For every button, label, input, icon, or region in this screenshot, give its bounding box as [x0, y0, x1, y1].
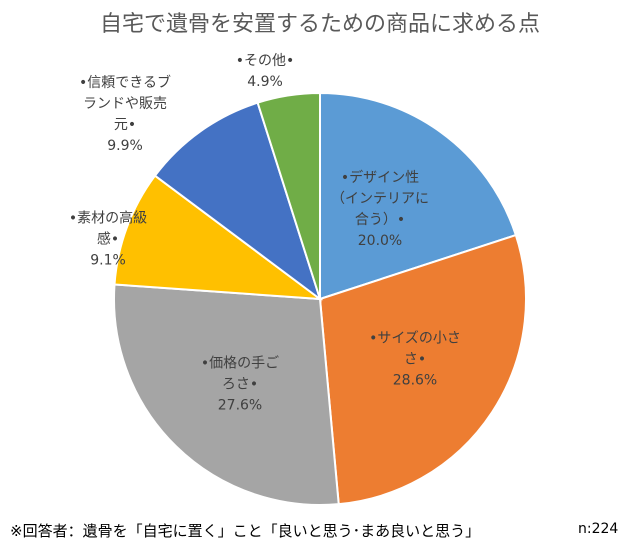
- slice-label-text: ランドや販売: [82, 96, 167, 112]
- chart-title: 自宅で遺骨を安置するための商品に求める点: [99, 12, 540, 37]
- sample-size: n:224: [578, 521, 619, 537]
- slice-label: •サイズの小さ さ• 28.6%: [369, 329, 461, 392]
- pie-slice: [319, 91, 518, 301]
- slice-label: •価格の手ご ろさ• 27.6%: [201, 354, 279, 417]
- slice-label-text: •デザイン性: [340, 170, 420, 186]
- slice-label-text: ろさ•: [221, 376, 259, 393]
- pie-slice: [113, 283, 340, 506]
- slice-value-label: 27.6%: [217, 397, 263, 414]
- slice-label-text: •価格の手ご: [200, 355, 280, 372]
- slice-value-label: 20.0%: [357, 233, 403, 249]
- slice-value-label: 28.6%: [392, 372, 438, 389]
- slice-value-label: 9.9%: [107, 138, 143, 154]
- slice-label-text: （インテリアに: [331, 191, 429, 207]
- slice-label-text: •素材の高級: [68, 210, 148, 227]
- slice-label: •その他• 4.9%: [236, 51, 295, 93]
- pie-slice: [318, 233, 527, 506]
- slice-label-text: •サイズの小さ: [369, 330, 461, 347]
- slice-label-text: 感•: [96, 231, 120, 248]
- slice-label: •素材の高級 感• 9.1%: [69, 209, 147, 272]
- pie-slice: [153, 101, 322, 302]
- slice-label-text: •その他•: [235, 53, 295, 69]
- slice-label-text: 元•: [113, 117, 137, 133]
- slice-label-text: 合う）•: [354, 212, 406, 228]
- footnote: ※回答者：遺骨を「自宅に置く」こと「良いと思う･まあ良いと思う」: [10, 522, 481, 540]
- slice-label: •デザイン性 （インテリアに 合う）• 20.0%: [331, 168, 429, 252]
- slice-value-label: 9.1%: [90, 252, 126, 269]
- slice-label: •信頼できるブ ランドや販売 元• 9.9%: [79, 73, 171, 157]
- pie-slice: [113, 174, 324, 301]
- slice-label-text: さ•: [403, 351, 427, 368]
- pie-slice: [256, 91, 321, 300]
- slice-value-label: 4.9%: [247, 74, 283, 90]
- slice-label-text: •信頼できるブ: [79, 75, 171, 91]
